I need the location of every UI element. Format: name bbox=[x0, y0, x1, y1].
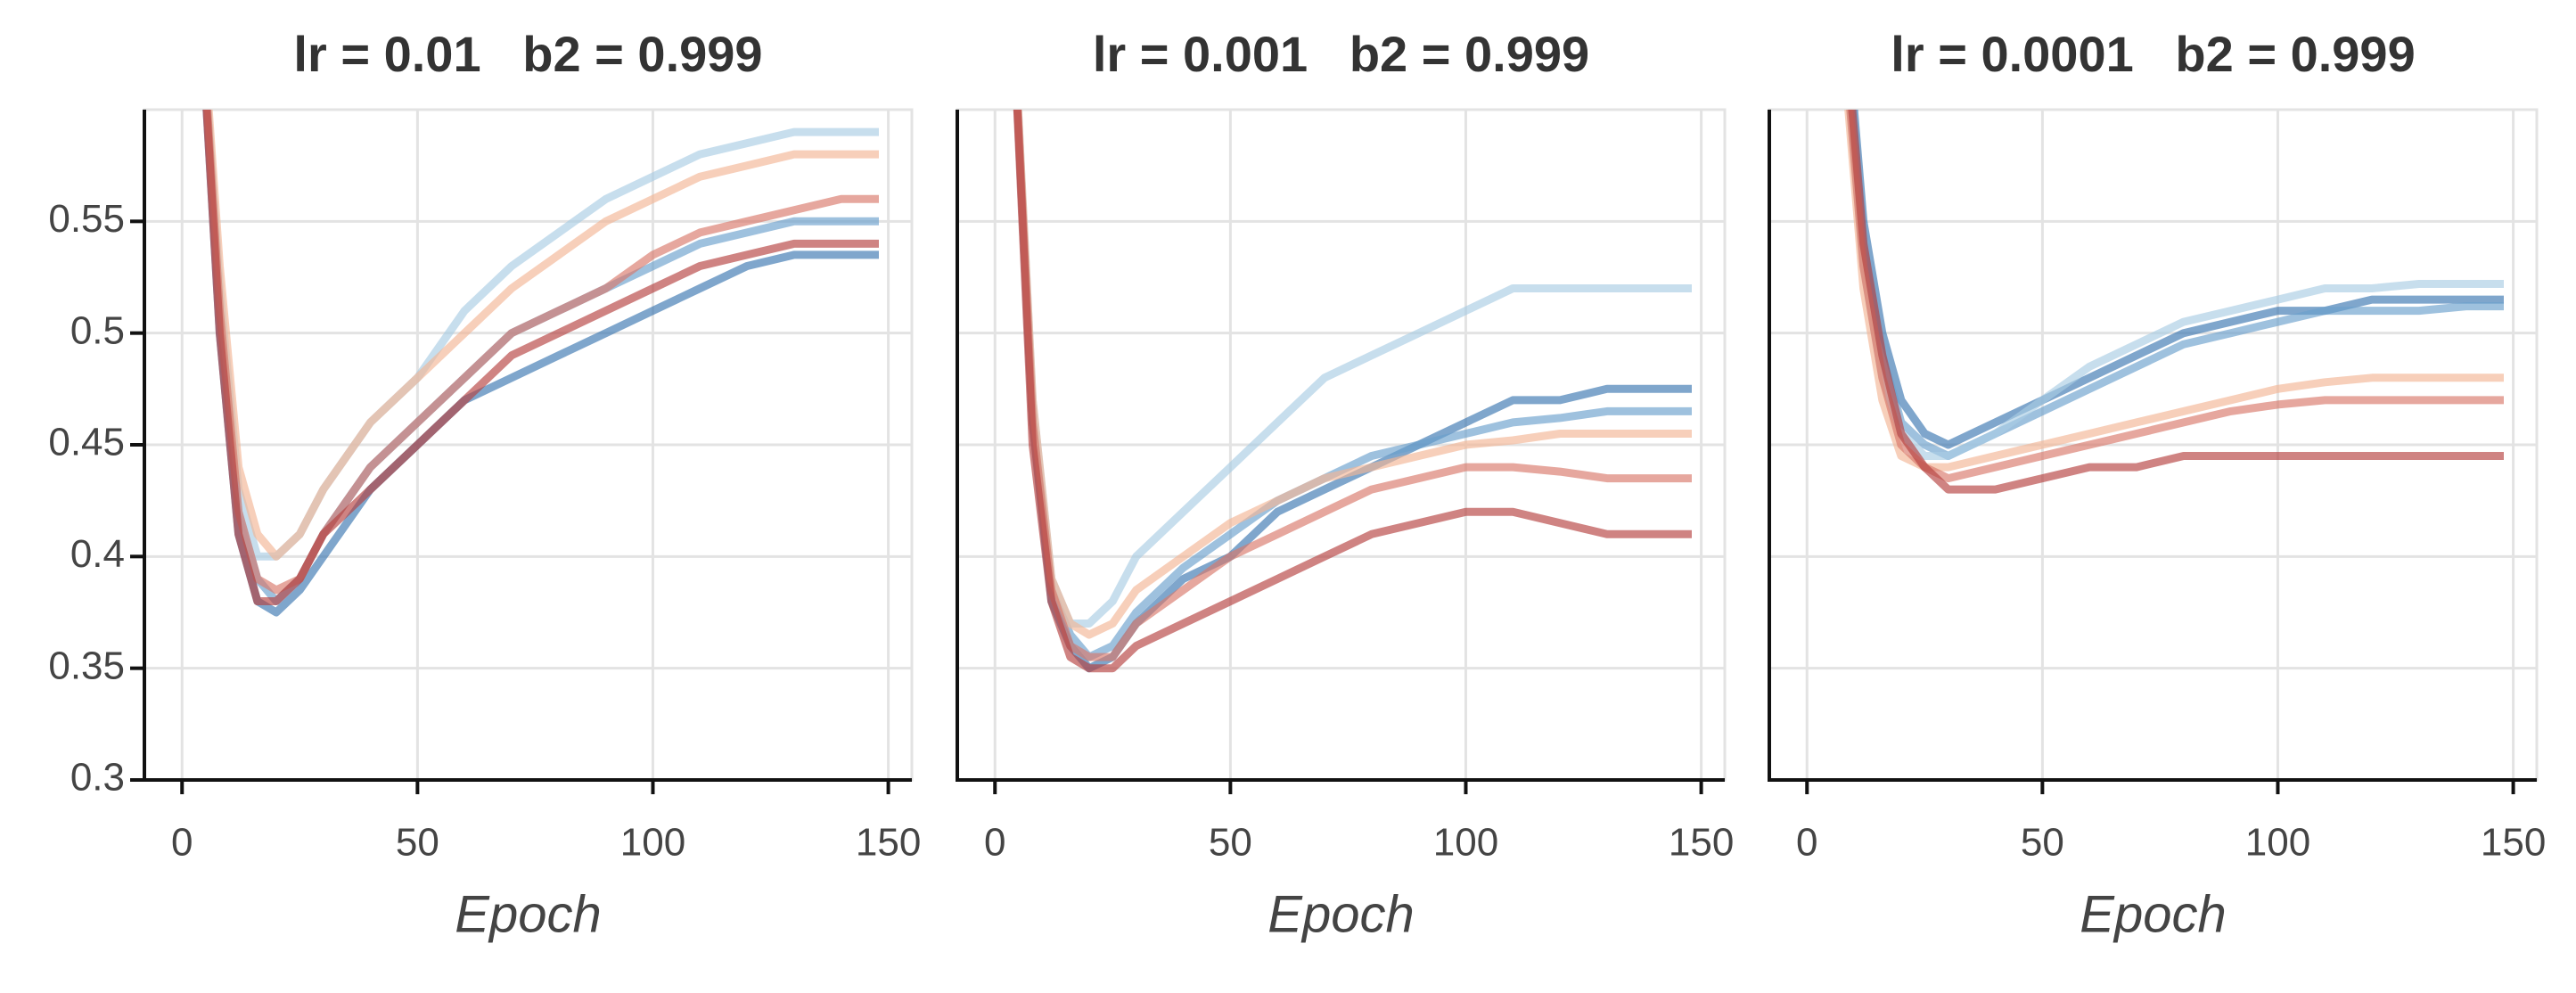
series-line bbox=[203, 110, 879, 605]
x-tick-label: 50 bbox=[1209, 821, 1252, 865]
series-line bbox=[1013, 110, 1692, 661]
series-line bbox=[202, 110, 879, 605]
panel-title: lr = 0.0001 b2 = 0.999 bbox=[1891, 26, 2415, 82]
series-line bbox=[202, 110, 879, 617]
series-group bbox=[1844, 110, 2504, 494]
x-tick-label: 100 bbox=[2245, 821, 2310, 865]
x-axis-label: Epoch bbox=[1267, 885, 1414, 943]
series-line bbox=[1844, 110, 2504, 472]
series-line bbox=[204, 110, 879, 561]
x-tick-label: 100 bbox=[1433, 821, 1498, 865]
series-line bbox=[1013, 110, 1692, 661]
x-tick-label: 150 bbox=[2481, 821, 2546, 865]
series-line bbox=[1848, 110, 2504, 494]
y-tick-label: 0.45 bbox=[48, 421, 125, 464]
series-group bbox=[202, 110, 879, 617]
series-line bbox=[203, 110, 879, 595]
x-tick-label: 50 bbox=[2021, 821, 2064, 865]
series-line bbox=[1013, 110, 1692, 639]
x-tick-label: 100 bbox=[620, 821, 685, 865]
series-line bbox=[1846, 110, 2504, 483]
x-tick-label: 50 bbox=[396, 821, 439, 865]
panel: lr = 0.0001 b2 = 0.999 0 50 100 150 Epoch bbox=[1768, 26, 2546, 943]
panel: lr = 0.001 b2 = 0.999 0 50 100 150 Epoch bbox=[956, 26, 1734, 943]
series-group bbox=[1013, 110, 1692, 673]
panel: lr = 0.01 b2 = 0.999 0 50 100 150 0.3 0.35 0.4 0… bbox=[48, 26, 921, 944]
x-axis-label: Epoch bbox=[455, 885, 601, 943]
x-tick-label: 150 bbox=[856, 821, 921, 865]
y-tick-label: 0.4 bbox=[70, 532, 125, 576]
panel-title: lr = 0.01 b2 = 0.999 bbox=[293, 26, 762, 82]
y-tick-label: 0.35 bbox=[48, 644, 125, 687]
x-tick-label: 150 bbox=[1669, 821, 1734, 865]
y-tick-label: 0.3 bbox=[70, 756, 125, 800]
y-tick-label: 0.55 bbox=[48, 197, 125, 241]
x-axis-label: Epoch bbox=[2080, 885, 2226, 943]
series-line bbox=[203, 110, 879, 561]
x-tick-label: 0 bbox=[171, 821, 193, 865]
y-tick-label: 0.5 bbox=[70, 308, 125, 352]
series-line bbox=[1013, 110, 1692, 673]
x-tick-label: 0 bbox=[984, 821, 1005, 865]
x-tick-label: 0 bbox=[1796, 821, 1817, 865]
panel-title: lr = 0.001 b2 = 0.999 bbox=[1093, 26, 1589, 82]
